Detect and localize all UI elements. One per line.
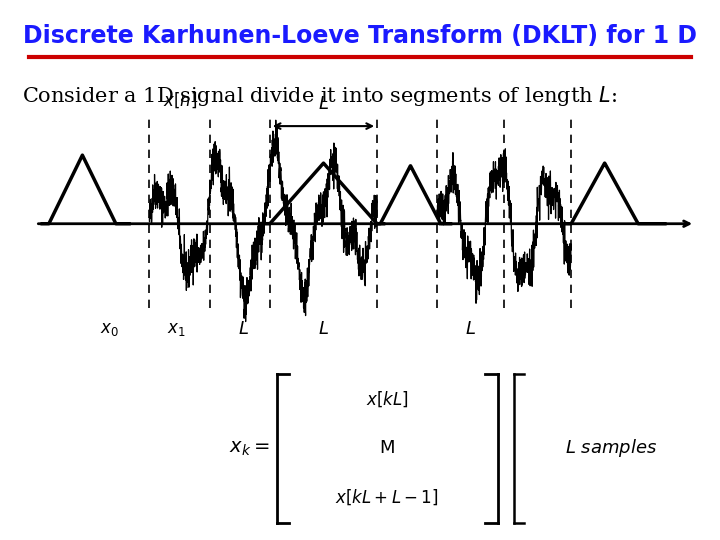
Text: $x_k =$: $x_k =$ <box>229 438 270 458</box>
Text: $x_0$: $x_0$ <box>99 320 119 338</box>
Text: $L$ samples: $L$ samples <box>565 437 657 459</box>
Text: M: M <box>379 439 395 457</box>
Text: $x_1$: $x_1$ <box>167 320 186 338</box>
Text: $L$: $L$ <box>318 95 329 113</box>
Text: $L$: $L$ <box>238 320 248 338</box>
Text: $x[kL]$: $x[kL]$ <box>366 390 408 409</box>
Text: $L$: $L$ <box>318 320 329 338</box>
Text: Consider a 1D signal divide it into segments of length $L$:: Consider a 1D signal divide it into segm… <box>22 84 617 107</box>
Text: $L$: $L$ <box>465 320 476 338</box>
Text: $x[n]$: $x[n]$ <box>163 91 197 110</box>
Text: $x[kL+L-1]$: $x[kL+L-1]$ <box>336 487 438 507</box>
Text: Discrete Karhunen-Loeve Transform (DKLT) for 1 D: Discrete Karhunen-Loeve Transform (DKLT)… <box>23 24 697 48</box>
